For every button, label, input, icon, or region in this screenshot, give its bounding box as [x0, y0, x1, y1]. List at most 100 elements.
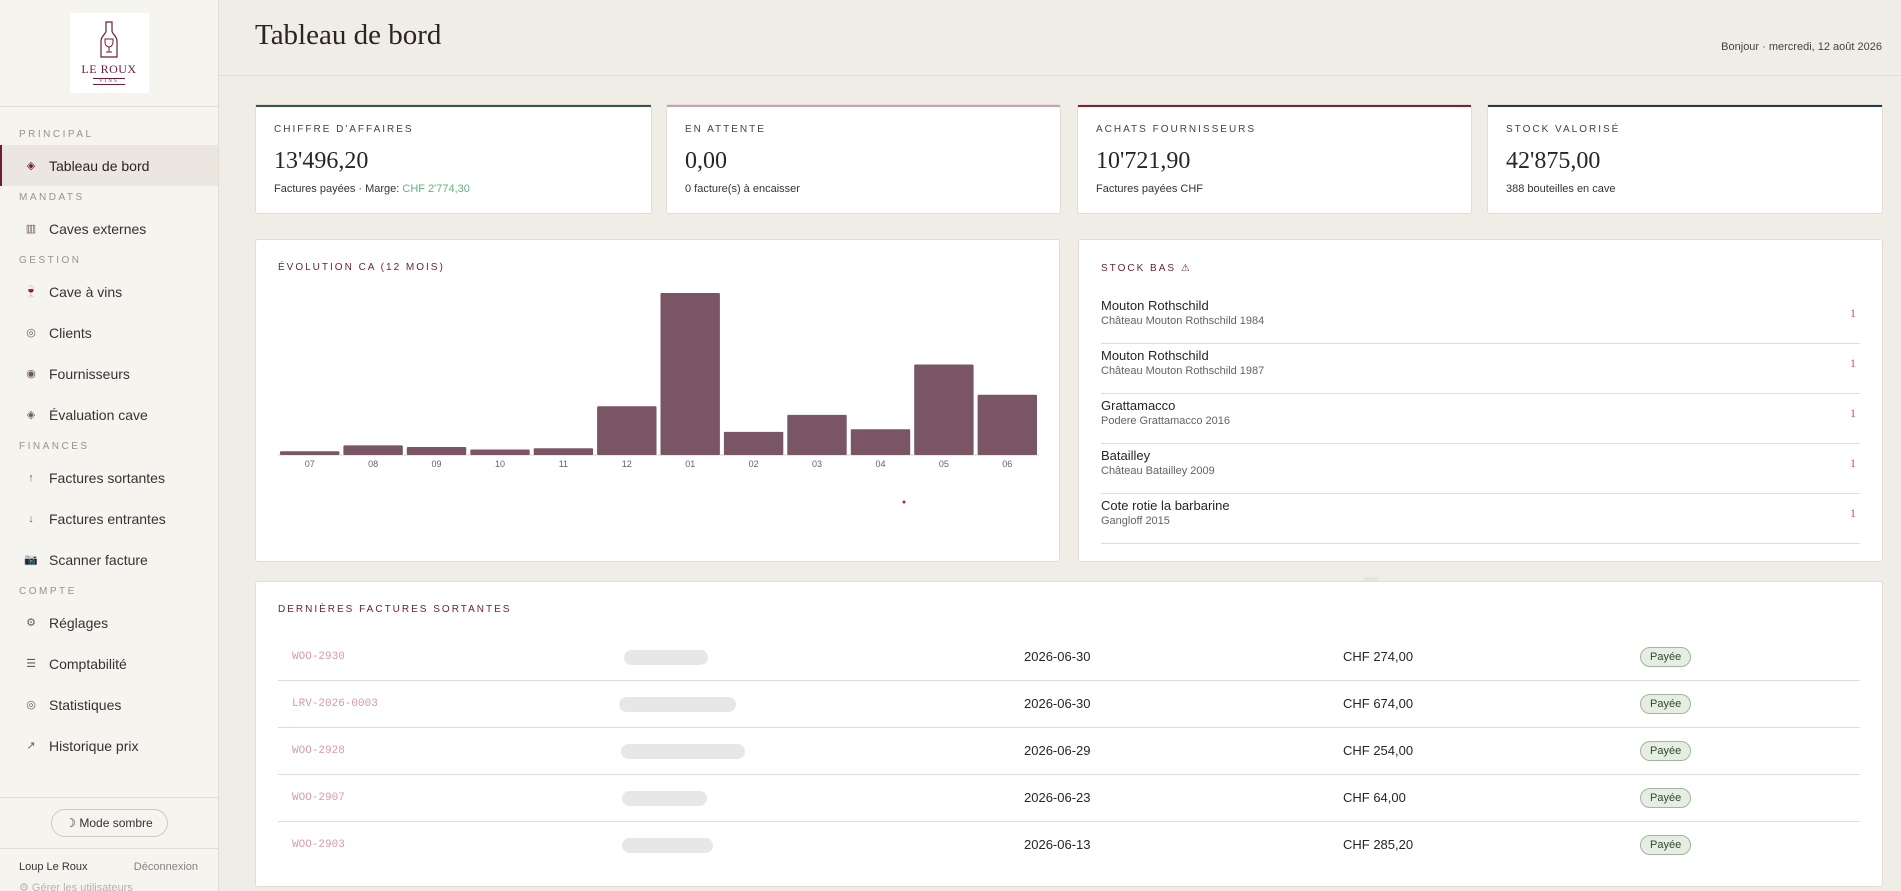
chart-bar-11[interactable]: [533, 448, 594, 455]
brand-logo[interactable]: LE ROUX VINS: [69, 13, 149, 93]
invoice-number-link[interactable]: WOO-2930: [292, 651, 345, 663]
kpi-value: 42'875,00: [1506, 148, 1601, 174]
nav-section-label: PRINCIPAL: [19, 129, 94, 140]
sidebar-item-evaluation-cave[interactable]: ◈ Évaluation cave: [0, 394, 218, 435]
kpi-card-pending: EN ATTENTE 0,00 0 facture(s) à encaisser: [666, 104, 1061, 214]
user-name: Loup Le Roux: [19, 861, 88, 873]
chart-bar-09[interactable]: [406, 447, 467, 455]
chart-bar-05[interactable]: [914, 364, 974, 456]
kpi-value: 10'721,90: [1096, 148, 1191, 174]
chart-bar-12[interactable]: [597, 406, 657, 455]
sidebar-item-label: Factures sortantes: [49, 469, 165, 486]
clients-icon: ◎: [26, 327, 36, 339]
invoice-amount: CHF 285,20: [1343, 837, 1414, 852]
sidebar-item-caves-externes[interactable]: ▥ Caves externes: [0, 208, 218, 249]
low-stock-item[interactable]: Mouton Rothschild Château Mouton Rothschi…: [1101, 294, 1860, 344]
chart-bar-06[interactable]: [977, 394, 1037, 455]
invoice-amount: CHF 674,00: [1343, 696, 1414, 711]
sidebar-item-label: Cave à vins: [49, 283, 123, 300]
recent-invoices-card: DERNIÈRES FACTURES SORTANTES WOO-2930 202…: [255, 581, 1883, 887]
wine-description: Château Batailley 2009: [1101, 465, 1215, 477]
invoice-amount: CHF 64,00: [1343, 790, 1406, 805]
invoice-amount: CHF 274,00: [1343, 649, 1414, 664]
sidebar-item-scanner-facture[interactable]: 📷 Scanner facture: [0, 539, 218, 580]
dark-mode-button[interactable]: ☽ Mode sombre: [50, 809, 168, 837]
table-row[interactable]: LRV-2026-0003 2026-06-30 CHF 674,00 Payée: [278, 681, 1860, 728]
low-stock-item[interactable]: Mouton Rothschild Château Mouton Rothschi…: [1101, 344, 1860, 394]
low-stock-item[interactable]: Cote rotie la barbarine Gangloff 2015 1: [1101, 494, 1860, 544]
chart-bar-04[interactable]: [850, 429, 911, 455]
invoice-amount: CHF 254,00: [1343, 743, 1414, 758]
chart-bar-10[interactable]: [470, 449, 530, 456]
sidebar-item-historique-prix[interactable]: ↗ Historique prix: [0, 725, 218, 766]
stock-quantity: 1: [1850, 306, 1856, 320]
low-stock-card: STOCK BAS ⚠ Mouton Rothschild Château Mou…: [1078, 239, 1883, 562]
invoice-number-link[interactable]: WOO-2928: [292, 745, 345, 757]
wine-description: Château Mouton Rothschild 1984: [1101, 315, 1265, 327]
wine-description: Podere Grattamacco 2016: [1101, 415, 1231, 427]
sidebar-item-comptabilite[interactable]: ☰ Comptabilité: [0, 643, 218, 684]
settings-icon: ⚙: [26, 617, 36, 629]
status-badge: Payée: [1640, 694, 1692, 714]
sidebar-item-reglages[interactable]: ⚙ Réglages: [0, 602, 218, 643]
kpi-label: EN ATTENTE: [685, 124, 766, 135]
invoice-number-link[interactable]: LRV-2026-0003: [292, 698, 378, 710]
nav-section-label: FINANCES: [19, 441, 90, 452]
wine-name: Mouton Rothschild: [1101, 298, 1209, 313]
kpi-subtext: 0 facture(s) à encaisser: [685, 183, 800, 195]
chart-tick-label: 02: [749, 459, 759, 469]
kpi-label: ACHATS FOURNISSEURS: [1096, 124, 1257, 135]
sidebar-item-cave-a-vins[interactable]: 🍷 Cave à vins: [0, 271, 218, 312]
status-badge: Payée: [1640, 835, 1692, 855]
invoice-date: 2026-06-29: [1024, 743, 1091, 758]
sidebar-item-label: Réglages: [49, 614, 109, 631]
wine-description: Gangloff 2015: [1101, 515, 1170, 527]
sidebar-item-label: Fournisseurs: [49, 365, 130, 382]
table-row[interactable]: WOO-2930 2026-06-30 CHF 274,00 Payée: [278, 634, 1860, 681]
accounting-icon: ☰: [26, 658, 36, 670]
stock-quantity: 1: [1850, 356, 1856, 370]
chart-bar-02[interactable]: [723, 431, 784, 455]
kpi-label: STOCK VALORISÉ: [1506, 124, 1621, 135]
sidebar-item-clients[interactable]: ◎ Clients: [0, 312, 218, 353]
invoice-number-link[interactable]: WOO-2903: [292, 839, 345, 851]
table-row[interactable]: WOO-2903 2026-06-13 CHF 285,20 Payée: [278, 822, 1860, 869]
client-name-redacted: [619, 697, 736, 712]
chart-tick-label: 09: [431, 459, 441, 469]
sidebar-item-tableau-de-bord[interactable]: ◈ Tableau de bord: [0, 145, 218, 186]
sidebar-item-label: Évaluation cave: [49, 406, 148, 423]
kpi-card-revenue: CHIFFRE D'AFFAIRES 13'496,20 Factures pa…: [255, 104, 652, 214]
status-badge: Payée: [1640, 741, 1692, 761]
kpi-accent-bar: [1078, 105, 1471, 107]
cellar-icon: ▥: [25, 223, 37, 235]
chart-tick-label: 06: [1002, 459, 1012, 469]
logo-text: LE ROUX: [81, 62, 137, 76]
table-row[interactable]: WOO-2928 2026-06-29 CHF 254,00 Payée: [278, 728, 1860, 775]
revenue-chart-card: ÉVOLUTION CA (12 MOIS) 07 08 09 10 11 12 01 02 0…: [255, 239, 1060, 562]
client-name-redacted: [621, 744, 745, 759]
chart-bar-08[interactable]: [343, 445, 403, 455]
chart-tick-label: 12: [622, 459, 632, 469]
invoice-number-link[interactable]: WOO-2907: [292, 792, 345, 804]
manage-users-link[interactable]: ⚙ Gérer les utilisateurs: [19, 882, 133, 891]
sidebar-item-factures-sortantes[interactable]: ↑ Factures sortantes: [0, 457, 218, 498]
sidebar-footer: Loup Le Roux Déconnexion ⚙ Gérer les uti…: [0, 848, 218, 891]
sidebar-item-fournisseurs[interactable]: ◉ Fournisseurs: [0, 353, 218, 394]
sidebar-item-factures-entrantes[interactable]: ↓ Factures entrantes: [0, 498, 218, 539]
low-stock-item[interactable]: Batailley Château Batailley 2009 1: [1101, 444, 1860, 494]
trend-icon: ↗: [26, 740, 36, 752]
sidebar-item-label: Scanner facture: [49, 551, 148, 568]
invoice-date: 2026-06-30: [1024, 696, 1091, 711]
low-stock-item[interactable]: Grattamacco Podere Grattamacco 2016 1: [1101, 394, 1860, 444]
logout-link[interactable]: Déconnexion: [133, 861, 198, 873]
chart-bar-01[interactable]: [660, 293, 720, 455]
chart-bar-07[interactable]: [280, 451, 340, 455]
wine-name: Batailley: [1101, 448, 1151, 463]
arrow-down-icon: ↓: [28, 512, 34, 525]
table-row[interactable]: WOO-2907 2026-06-23 CHF 64,00 Payée: [278, 775, 1860, 822]
invoices-title: DERNIÈRES FACTURES SORTANTES: [278, 604, 512, 615]
kpi-accent-bar: [667, 105, 1060, 107]
chart-bar-03[interactable]: [787, 414, 847, 455]
low-stock-title: STOCK BAS ⚠: [1101, 263, 1192, 274]
sidebar-item-statistiques[interactable]: ◎ Statistiques: [0, 684, 218, 725]
